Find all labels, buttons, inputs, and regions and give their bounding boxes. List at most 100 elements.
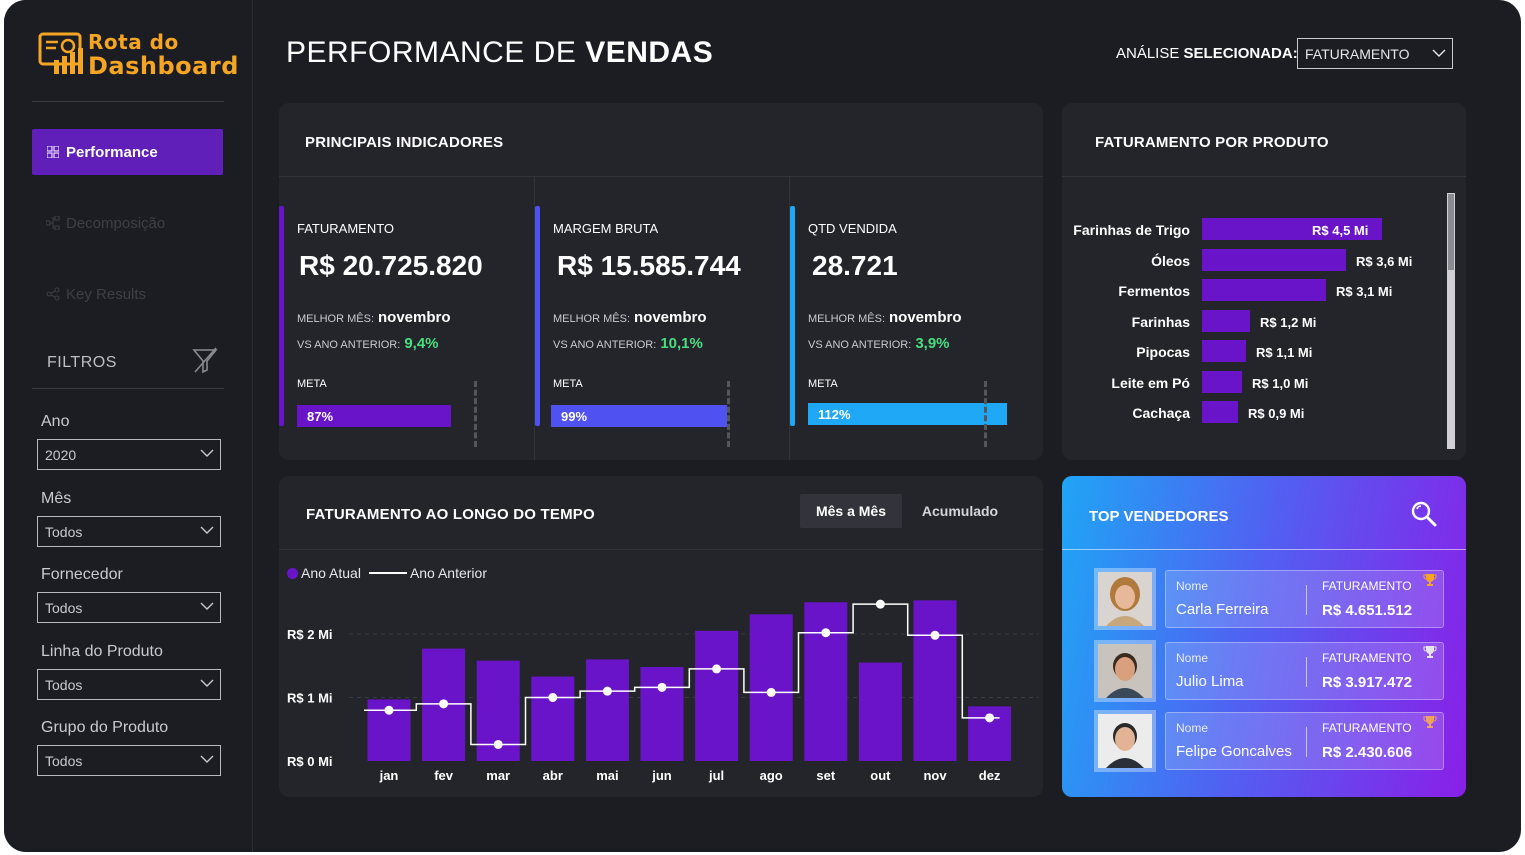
point-ano-anterior — [439, 699, 449, 709]
product-name: Cachaça — [1132, 405, 1190, 421]
analysis-label-light: ANÁLISE — [1116, 45, 1184, 62]
kpi-name: MARGEM BRUTA — [553, 221, 659, 236]
top-sellers-card: TOP VENDEDORES Nome Carla Ferreira FAT — [1062, 476, 1466, 797]
y-tick-label: R$ 0 Mi — [287, 754, 333, 769]
x-tick-label: fev — [434, 768, 454, 783]
timeline-card: FATURAMENTO AO LONGO DO TEMPO Mês a Mês … — [279, 476, 1043, 797]
product-value-label: R$ 3,1 Mi — [1336, 284, 1393, 299]
trophy-icon — [1423, 645, 1437, 662]
analysis-select[interactable]: FATURAMENTO — [1297, 38, 1453, 69]
kpi-faturamento: FATURAMENTO R$ 20.725.820 MELHOR MÊS: nov… — [279, 176, 535, 460]
filter-off-icon[interactable] — [192, 346, 218, 374]
seller-divider — [1306, 727, 1307, 757]
seller-row[interactable]: Nome Felipe Goncalves FATURAMENTO R$ 2.4… — [1094, 710, 1444, 772]
point-ano-anterior — [602, 686, 612, 696]
seller-name-label: Nome — [1176, 721, 1209, 735]
toggle-mes-a-mes[interactable]: Mês a Mês — [800, 494, 902, 528]
chevron-down-icon — [200, 449, 214, 457]
product-row[interactable]: Farinhas de Trigo R$ 4,5 Mi — [1062, 218, 1442, 240]
kpi-vs-previous: VS ANO ANTERIOR: 9,4% — [297, 335, 439, 352]
product-bar — [1202, 370, 1242, 393]
filter-select-mes[interactable]: Todos — [37, 516, 221, 547]
product-card-title: FATURAMENTO POR PRODUTO — [1095, 134, 1329, 151]
x-tick-label: out — [870, 768, 891, 783]
toggle-acumulado[interactable]: Acumulado — [921, 503, 999, 519]
kpi-vs-label: VS ANO ANTERIOR: — [297, 339, 401, 351]
seller-value: R$ 3.917.472 — [1322, 674, 1413, 691]
product-scrollbar[interactable] — [1447, 193, 1455, 449]
x-tick-label: jan — [379, 768, 399, 783]
sidebar-divider — [32, 101, 224, 102]
product-name: Farinhas de Trigo — [1073, 222, 1190, 238]
kpi-best-label: MELHOR MÊS: — [553, 313, 631, 325]
product-name: Pipocas — [1136, 344, 1190, 360]
seller-name: Felipe Goncalves — [1176, 743, 1292, 760]
legend-marker-previous — [368, 572, 407, 574]
filter-select-ano[interactable]: 2020 — [37, 439, 221, 470]
filter-select-grupo-produto[interactable]: Todos — [37, 745, 221, 776]
person-avatar-icon — [1098, 644, 1152, 698]
filter-value-grupo-produto: Todos — [45, 752, 83, 769]
filters-divider — [32, 388, 224, 389]
logo-line-1: Rota do — [88, 30, 179, 54]
filter-label-fornecedor: Fornecedor — [41, 566, 123, 583]
kpi-accent-bar — [279, 206, 284, 426]
kpi-meta-bar: 99% — [551, 405, 727, 427]
product-scrollbar-thumb[interactable] — [1448, 194, 1454, 270]
point-ano-anterior — [875, 599, 885, 609]
kpi-best-label: MELHOR MÊS: — [808, 313, 886, 325]
product-bar — [1202, 248, 1346, 271]
chevron-down-icon — [200, 526, 214, 534]
kpi-name: QTD VENDIDA — [808, 221, 897, 236]
nav-item-decomposition[interactable]: Decomposição — [32, 200, 223, 246]
top-sellers-title: TOP VENDEDORES — [1089, 508, 1229, 525]
point-ano-anterior — [930, 630, 940, 640]
search-icon[interactable] — [1410, 500, 1438, 528]
point-ano-anterior — [384, 705, 394, 715]
timeline-chart: R$ 0 Mi R$ 1 Mi R$ 2 Mi jan fev mar abr mai jun j… — [287, 599, 1039, 783]
product-row[interactable]: Leite em Pó R$ 1,0 Mi — [1062, 370, 1442, 393]
nav-label-decomposition: Decomposição — [66, 214, 166, 232]
bar-ano-atual — [858, 662, 902, 761]
kpi-meta-target-line — [727, 381, 730, 447]
product-row[interactable]: Cachaça R$ 0,9 Mi — [1062, 401, 1442, 423]
kpi-meta-target-line — [474, 381, 477, 447]
filter-value-linha-produto: Todos — [45, 676, 83, 693]
kpi-vs-label: VS ANO ANTERIOR: — [808, 339, 912, 351]
analysis-label-bold: SELECIONADA: — [1183, 45, 1298, 62]
seller-row[interactable]: Nome Carla Ferreira FATURAMENTO R$ 4.651… — [1094, 568, 1444, 630]
seller-row[interactable]: Nome Julio Lima FATURAMENTO R$ 3.917.472 — [1094, 640, 1444, 702]
product-row[interactable]: Óleos R$ 3,6 Mi — [1062, 248, 1442, 271]
x-tick-label: dez — [979, 768, 1001, 783]
kpi-best-month: MELHOR MÊS: novembro — [808, 309, 962, 326]
filter-value-ano: 2020 — [45, 446, 77, 463]
product-row[interactable]: Fermentos R$ 3,1 Mi — [1062, 279, 1442, 301]
page-title-light: PERFORMANCE DE — [286, 36, 586, 69]
filter-select-linha-produto[interactable]: Todos — [37, 669, 221, 700]
product-name: Leite em Pó — [1111, 374, 1190, 391]
kpi-value: R$ 15.585.744 — [557, 250, 741, 281]
seller-value: R$ 4.651.512 — [1322, 602, 1413, 619]
dashboard-frame: Rota do Dashboard Performance Decomposiç… — [4, 0, 1521, 852]
product-row[interactable]: Pipocas R$ 1,1 Mi — [1062, 340, 1442, 362]
kpi-meta-label: META — [297, 378, 327, 390]
seller-value-label: FATURAMENTO — [1322, 579, 1412, 593]
kpi-value: R$ 20.725.820 — [299, 250, 483, 281]
filter-select-fornecedor[interactable]: Todos — [37, 592, 221, 623]
seller-name-label: Nome — [1176, 651, 1209, 665]
product-row[interactable]: Farinhas R$ 1,2 Mi — [1062, 309, 1442, 332]
legend-marker-current — [287, 567, 298, 579]
kpi-vs-previous: VS ANO ANTERIOR: 3,9% — [808, 335, 950, 352]
product-bar — [1202, 279, 1326, 301]
kpi-qtd-vendida: QTD VENDIDA 28.721 MELHOR MÊS: novembro V… — [790, 176, 1043, 460]
kpi-accent-bar — [790, 206, 795, 426]
nav-item-key-results[interactable]: Key Results — [32, 271, 223, 317]
nav-item-performance[interactable]: Performance — [32, 129, 223, 175]
nav-label-performance: Performance — [66, 143, 158, 161]
filter-value-mes: Todos — [45, 523, 83, 540]
product-bar — [1202, 309, 1250, 332]
trophy-icon — [1423, 715, 1437, 732]
chart-legend: Ano Atual Ano Anterior — [287, 565, 487, 581]
product-bar — [1202, 218, 1382, 240]
bar-ano-atual — [804, 602, 848, 761]
